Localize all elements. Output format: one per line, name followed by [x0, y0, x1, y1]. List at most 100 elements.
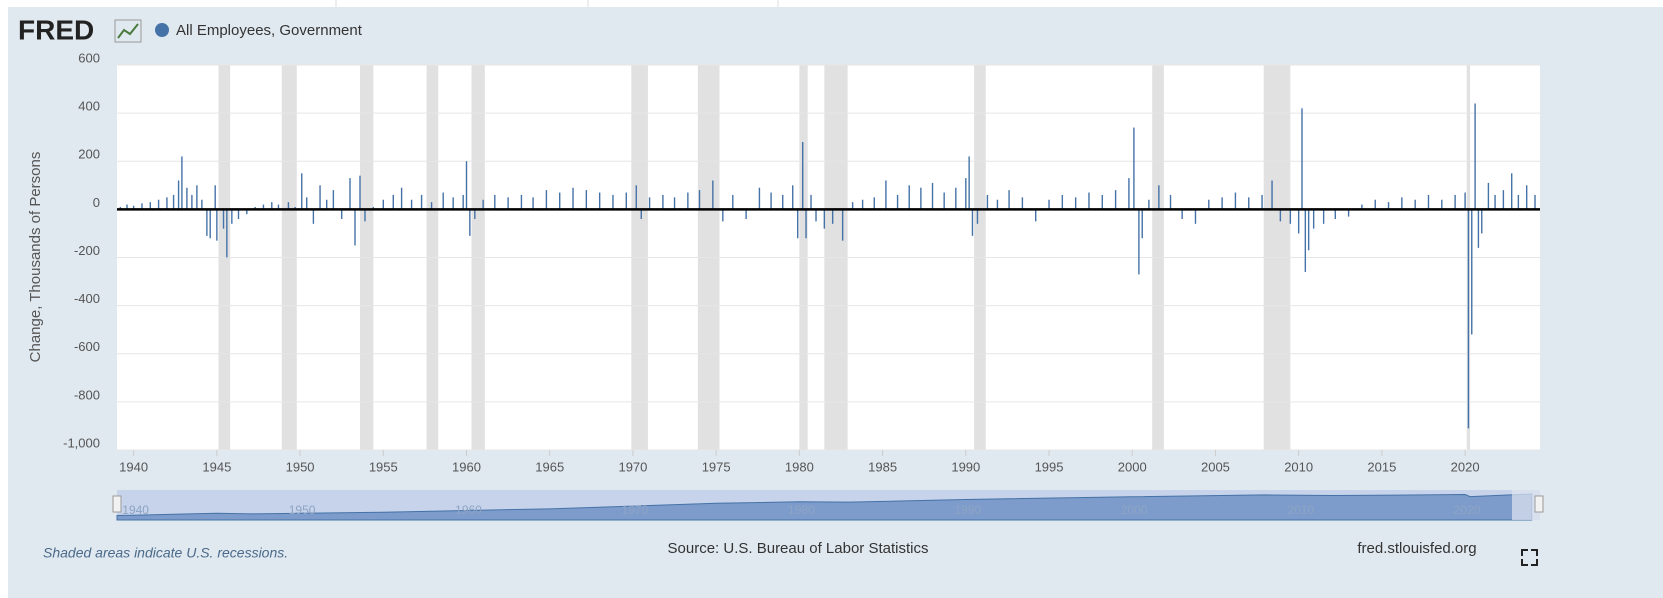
bar — [815, 209, 817, 222]
navigator-tick-label: 1940 — [122, 503, 149, 517]
bar — [186, 187, 188, 210]
bar — [1471, 209, 1473, 335]
bar — [181, 156, 183, 210]
bar — [1074, 197, 1077, 210]
bar — [359, 175, 361, 210]
navigator-tick-label: 1970 — [622, 503, 649, 517]
bar — [494, 194, 496, 210]
x-tick-label: 2010 — [1284, 459, 1313, 474]
bar — [392, 194, 394, 210]
logo-icon — [114, 19, 142, 43]
bar — [410, 199, 413, 210]
bar — [1427, 194, 1430, 210]
bar — [172, 194, 175, 210]
bar — [332, 190, 335, 210]
bar — [1534, 194, 1536, 210]
bar — [196, 185, 198, 210]
bar — [520, 194, 523, 210]
navigator-handle[interactable] — [1534, 495, 1544, 513]
bar — [758, 187, 761, 210]
bar — [382, 199, 384, 210]
bar — [214, 185, 216, 210]
navigator-handle[interactable] — [112, 495, 122, 513]
x-tick-label: 1980 — [785, 459, 814, 474]
bar — [1128, 178, 1130, 210]
bar — [851, 202, 854, 210]
bar — [1347, 209, 1350, 217]
x-tick-label: 1995 — [1035, 459, 1064, 474]
bar — [231, 209, 233, 224]
bar — [326, 199, 328, 210]
bar — [1194, 209, 1197, 224]
bar — [625, 192, 627, 210]
bar — [287, 202, 290, 210]
bar — [823, 209, 826, 229]
bar — [1487, 182, 1490, 210]
x-tick-label: 1965 — [535, 459, 564, 474]
bar — [277, 204, 280, 210]
bar — [968, 156, 970, 210]
bar — [1169, 194, 1172, 210]
bar — [452, 197, 454, 210]
bar — [797, 209, 799, 239]
bar — [745, 209, 747, 219]
bar — [1289, 209, 1292, 224]
bar — [1414, 199, 1416, 210]
bar — [364, 209, 366, 222]
bar — [612, 194, 614, 210]
bar — [986, 194, 989, 210]
bar — [1138, 209, 1140, 275]
bar — [1008, 190, 1010, 210]
navigator-tick-label: 2010 — [1287, 503, 1314, 517]
bar — [141, 203, 143, 210]
bar — [712, 180, 714, 210]
bar — [687, 192, 689, 210]
bar — [1374, 199, 1376, 210]
y-tick-label: -400 — [74, 291, 100, 306]
bar — [1234, 192, 1237, 210]
x-tick-label: 2020 — [1451, 459, 1480, 474]
legend-swatch — [155, 23, 169, 37]
bar — [1271, 180, 1273, 210]
bar — [1401, 197, 1403, 210]
bar — [1048, 199, 1050, 210]
bar — [222, 209, 225, 229]
bar — [861, 199, 864, 210]
bar — [465, 161, 468, 210]
bar — [1114, 190, 1117, 210]
site: fred.stlouisfed.org — [1357, 540, 1476, 557]
fullscreen-button[interactable] — [1521, 549, 1538, 566]
bar — [1511, 173, 1513, 210]
bar — [1061, 194, 1064, 210]
bar — [810, 194, 812, 210]
bar — [1088, 192, 1090, 210]
bar — [340, 209, 343, 219]
bar — [271, 202, 273, 210]
bar — [349, 178, 351, 210]
bar — [770, 192, 772, 210]
y-tick-label: -800 — [74, 387, 100, 402]
bar — [640, 209, 642, 219]
bar — [662, 194, 664, 210]
bar — [532, 197, 534, 210]
bar — [873, 197, 875, 210]
bar — [1525, 185, 1528, 210]
bar — [1517, 194, 1520, 210]
bar — [896, 194, 899, 210]
bar — [996, 199, 999, 210]
bar — [559, 192, 561, 210]
bar — [226, 209, 228, 258]
bar — [1474, 103, 1476, 210]
x-tick-label: 1960 — [452, 459, 481, 474]
bar — [262, 204, 265, 210]
y-tick-label: 600 — [78, 50, 100, 65]
bar — [1148, 199, 1150, 210]
source: Source: U.S. Bureau of Labor Statistics — [668, 540, 929, 557]
x-tick-label: 1970 — [618, 459, 647, 474]
bar — [1454, 194, 1456, 210]
bar — [474, 209, 476, 219]
bar — [971, 209, 974, 236]
bar — [157, 199, 160, 210]
bar — [201, 199, 203, 210]
